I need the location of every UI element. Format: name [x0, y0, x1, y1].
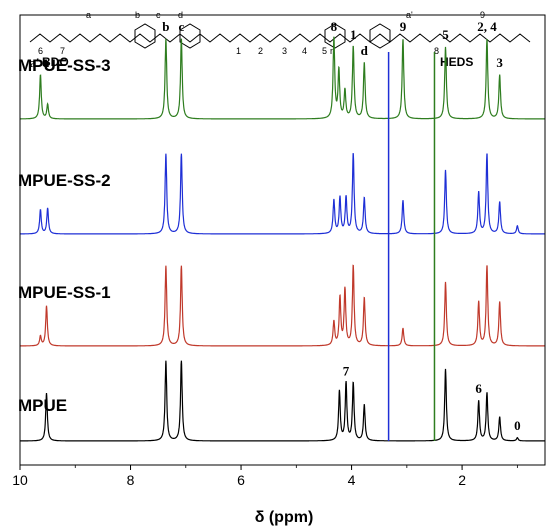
structure-label-bottom: 7 — [60, 46, 65, 56]
spectra-layer — [20, 36, 545, 442]
spectrum-line — [20, 153, 545, 235]
structure-label-bottom: 5 — [322, 46, 327, 56]
benzene-ring-3 — [324, 23, 346, 49]
heds-label: HEDS — [440, 55, 473, 69]
x-tick-label: 10 — [12, 472, 28, 488]
x-tick-label: 4 — [348, 472, 356, 488]
peak-label: c — [178, 19, 184, 34]
structure-label-bottom: 4 — [302, 46, 307, 56]
peak-label: 7 — [343, 363, 350, 378]
benzene-ring-1 — [134, 23, 156, 49]
bdo-label: BDO — [42, 55, 69, 69]
benzene-ring-4 — [369, 23, 391, 49]
x-tick-label: 2 — [458, 472, 466, 488]
series-label: MPUE-SS-3 — [18, 56, 111, 75]
peak-label: 9 — [400, 19, 407, 34]
spectrum-line — [20, 360, 545, 442]
x-axis: 10 8 6 4 2 — [12, 14, 546, 488]
peak-label: 0 — [514, 418, 521, 433]
plot-frame — [19, 14, 546, 466]
peak-label: 5 — [442, 27, 449, 42]
structure-label-bottom: 1 — [236, 46, 241, 56]
series-label: MPUE-SS-1 — [18, 283, 111, 302]
spectrum-line — [20, 36, 545, 120]
peak-label: a' a — [29, 55, 49, 70]
peak-label: d — [361, 43, 369, 58]
peak-label: 2, 4 — [477, 19, 497, 34]
x-tick-label: 8 — [127, 472, 135, 488]
peak-label: 3 — [496, 55, 503, 70]
spectrum-line — [20, 264, 545, 347]
structure-label-bottom: 2 — [258, 46, 263, 56]
x-tick-label: 6 — [237, 472, 245, 488]
structure-label-bottom: 3 — [282, 46, 287, 56]
structure-bottom-labels: 7 6 1 2 3 4 5 n 8 — [38, 46, 439, 56]
structure-label-bottom: 6 — [38, 46, 43, 56]
series-label: MPUE — [18, 396, 67, 415]
benzene-ring-2 — [179, 23, 201, 49]
peak-label: b — [162, 19, 169, 34]
structure-backbone — [29, 33, 531, 43]
x-axis-title: δ (ppm) — [255, 509, 314, 526]
series-label: MPUE-SS-2 — [18, 171, 111, 190]
peak-label: 6 — [475, 381, 482, 396]
structure-label-bottom: n — [330, 46, 335, 56]
structure-label-bottom: 8 — [434, 46, 439, 56]
peak-label: 1 — [350, 27, 357, 42]
peak-label: 8 — [331, 19, 338, 34]
